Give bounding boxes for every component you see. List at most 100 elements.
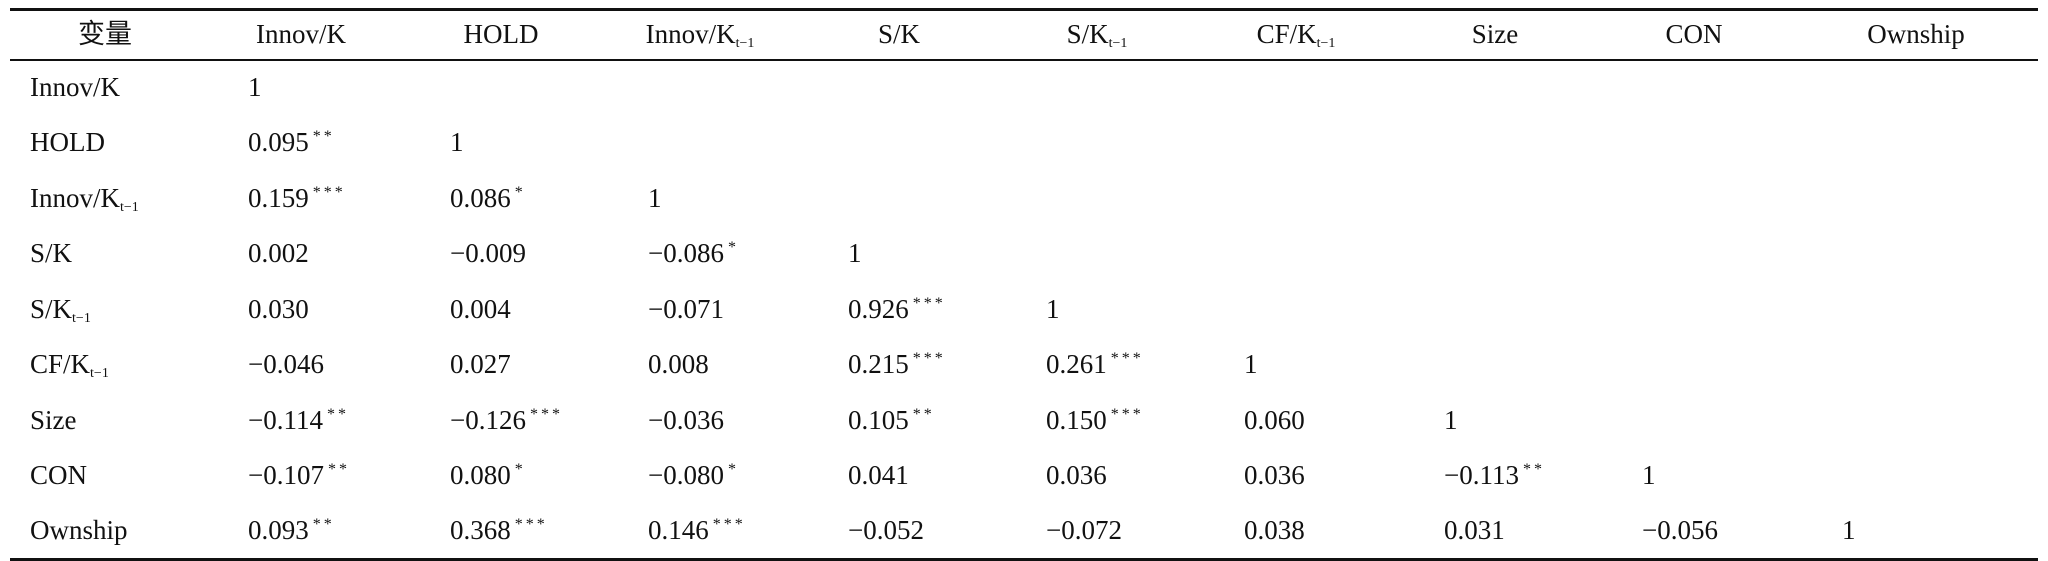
correlation-value: 0.926 [848, 293, 909, 324]
column-header-text: CF/K [1256, 19, 1317, 50]
column-header-text: Innov/K [256, 19, 346, 50]
correlation-value: 0.030 [248, 293, 309, 324]
correlation-value: 0.146 [648, 515, 709, 545]
significance-stars: * [727, 461, 739, 479]
correlation-cell: 0.926 *** [800, 282, 998, 338]
correlation-cell: 0.036 [998, 448, 1196, 504]
correlation-cell: 1 [1794, 504, 2038, 560]
correlation-cell: 1 [800, 226, 998, 282]
correlation-cell [1196, 60, 1396, 116]
correlation-value: −0.072 [1046, 515, 1122, 545]
significance-stars: *** [514, 516, 548, 533]
column-header-subscript: t−1 [1108, 36, 1128, 52]
correlation-value: 0.008 [648, 349, 709, 380]
correlation-value: 0.215 [848, 349, 909, 380]
correlation-cell: −0.056 [1594, 504, 1794, 560]
correlation-cell [1794, 337, 2038, 393]
row-variable-text: HOLD [30, 127, 105, 158]
correlation-cell: 0.368 *** [402, 504, 600, 560]
correlation-cell [998, 60, 1196, 116]
column-header-text: S/K [877, 19, 921, 50]
correlation-cell: −0.107 ** [200, 448, 402, 504]
correlation-table: 变量 Innov/K HOLD Innov/Kt−1 S/K S/Kt−1 CF/Kt−1 S… [10, 8, 2038, 561]
column-header: HOLD [402, 10, 600, 60]
significance-stars: ** [326, 405, 349, 423]
significance-stars: * [727, 239, 739, 257]
correlation-cell: −0.009 [402, 226, 600, 282]
correlation-cell [1794, 393, 2038, 449]
correlation-value: 1 [648, 182, 662, 213]
correlation-cell [998, 171, 1196, 227]
correlation-value: −0.086 [648, 238, 724, 269]
row-variable-text: CON [30, 460, 88, 491]
correlation-cell [1594, 337, 1794, 393]
correlation-table-container: 变量 Innov/K HOLD Innov/Kt−1 S/K S/Kt−1 CF/Kt−1 S… [10, 8, 2038, 561]
correlation-value: 0.060 [1244, 404, 1305, 435]
correlation-cell [1396, 226, 1594, 282]
column-header-text: Ownship [1867, 19, 1965, 50]
correlation-cell: 1 [1396, 393, 1594, 449]
correlation-cell: 0.038 [1196, 504, 1396, 560]
correlation-cell: −0.071 [600, 282, 800, 338]
table-row: HOLD 0.095 ** 1 [10, 115, 2038, 171]
row-variable-subscript: t−1 [72, 310, 91, 326]
correlation-cell: 0.036 [1196, 448, 1396, 504]
correlation-value: −0.113 [1444, 460, 1519, 491]
correlation-value: −0.126 [450, 404, 526, 435]
correlation-cell [1594, 393, 1794, 449]
significance-stars: *** [912, 294, 946, 312]
correlation-cell: 1 [200, 60, 402, 116]
correlation-value: 0.080 [450, 460, 511, 491]
row-variable-name: CF/Kt−1 [10, 337, 200, 393]
row-variable-name: Innov/K [10, 60, 200, 116]
row-variable-text: Innov/K [30, 72, 120, 103]
correlation-value: −0.107 [248, 460, 324, 491]
correlation-cell: 0.008 [600, 337, 800, 393]
row-variable-text: Size [30, 404, 77, 435]
significance-stars: *** [312, 183, 346, 201]
correlation-cell: 0.002 [200, 226, 402, 282]
significance-stars: *** [912, 350, 946, 368]
correlation-value: 0.261 [1046, 349, 1107, 380]
significance-stars: * [514, 461, 526, 479]
correlation-cell: 0.150 *** [998, 393, 1196, 449]
correlation-value: 0.041 [848, 460, 909, 491]
table-row: CF/Kt−1 −0.046 0.027 0.008 0.215 *** 0.261 *** 1 [10, 337, 2038, 393]
correlation-value: −0.052 [848, 515, 924, 545]
correlation-cell: −0.080 * [600, 448, 800, 504]
header-variable: 变量 [10, 10, 200, 60]
table-body: Innov/K 1 HOLD 0.095 ** 1 Innov/Kt−1 0.159 *** 0.… [10, 60, 2038, 560]
correlation-cell [1196, 282, 1396, 338]
table-row: S/K 0.002 −0.009 −0.086 * 1 [10, 226, 2038, 282]
column-header-text: S/K [1066, 19, 1109, 50]
table-row: Innov/Kt−1 0.159 *** 0.086 * 1 [10, 171, 2038, 227]
correlation-cell: 0.080 * [402, 448, 600, 504]
correlation-cell [1396, 337, 1594, 393]
table-header: 变量 Innov/K HOLD Innov/Kt−1 S/K S/Kt−1 CF/Kt−1 S… [10, 9, 2038, 60]
correlation-value: 1 [1046, 293, 1060, 324]
correlation-value: 0.150 [1046, 404, 1107, 435]
correlation-cell [998, 115, 1196, 171]
column-header: Innov/K [200, 10, 402, 60]
correlation-cell [600, 115, 800, 171]
correlation-cell: 0.031 [1396, 504, 1594, 560]
correlation-cell: 0.027 [402, 337, 600, 393]
significance-stars: *** [1110, 405, 1144, 423]
correlation-value: 1 [450, 127, 464, 158]
correlation-cell [1196, 171, 1396, 227]
correlation-cell: −0.086 * [600, 226, 800, 282]
row-variable-text: CF/K [30, 349, 91, 380]
correlation-value: 0.031 [1444, 515, 1505, 545]
correlation-cell: 1 [402, 115, 600, 171]
column-header-text: Innov/K [645, 19, 736, 50]
correlation-cell: −0.113 ** [1396, 448, 1594, 504]
correlation-cell: 0.093 ** [200, 504, 402, 560]
table-row: Ownship 0.093 ** 0.368 *** 0.146 *** −0.052 −0.0… [10, 504, 2038, 560]
correlation-cell [1794, 448, 2038, 504]
correlation-value: 0.105 [848, 404, 909, 435]
correlation-value: −0.009 [450, 238, 526, 269]
significance-stars: *** [1110, 350, 1144, 368]
significance-stars: ** [312, 516, 335, 533]
correlation-cell: 1 [998, 282, 1196, 338]
significance-stars: *** [529, 405, 563, 423]
